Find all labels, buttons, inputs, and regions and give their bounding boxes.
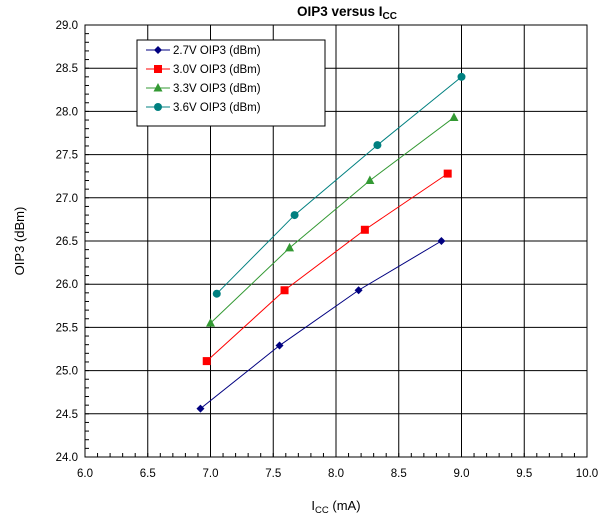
y-tick-label: 24.0: [56, 452, 78, 464]
legend-box: [136, 39, 326, 127]
x-tick-label: 8.0: [328, 468, 344, 480]
y-tick-label: 24.5: [56, 409, 78, 421]
x-axis-ticks: 6.0 6.5 7.0 7.5 8.0 8.5 9.0 9.5 10.0: [77, 468, 598, 480]
data-point: [373, 141, 382, 150]
legend-item: 3.0V OIP3 (dBm): [146, 64, 261, 76]
chart-title-main: OIP3 versus I: [297, 4, 383, 19]
x-tick-label: 10.0: [576, 468, 598, 480]
data-point: [206, 318, 215, 327]
legend-swatch-marker: [154, 65, 162, 73]
data-point: [275, 341, 284, 350]
legend-swatch-marker: [154, 46, 162, 54]
x-tick-label: 8.5: [391, 468, 407, 480]
chart-title: OIP3 versus ICC: [297, 4, 397, 22]
legend-label: 3.6V OIP3 (dBm): [173, 102, 261, 114]
x-axis-label-subscript: CC: [315, 505, 329, 516]
data-point: [457, 72, 466, 81]
data-point: [290, 211, 299, 220]
y-tick-label: 29.0: [56, 20, 78, 32]
legend-item: 2.7V OIP3 (dBm): [146, 45, 261, 57]
legend-item: 3.3V OIP3 (dBm): [146, 83, 261, 95]
legend-item: 3.6V OIP3 (dBm): [146, 102, 261, 114]
legend-label: 3.0V OIP3 (dBm): [173, 64, 261, 76]
data-point: [437, 237, 446, 245]
series-2: [202, 169, 452, 366]
series-layer: [196, 72, 466, 413]
y-tick-label: 28.5: [56, 63, 78, 75]
series-3: [206, 112, 459, 327]
x-tick-label: 6.5: [140, 468, 156, 480]
legend-swatch-marker: [154, 103, 162, 111]
x-axis-label-main: I: [311, 498, 315, 513]
data-point: [360, 225, 369, 234]
y-tick-label: 25.5: [56, 322, 78, 334]
x-tick-label: 9.0: [454, 468, 470, 480]
series-line: [200, 240, 442, 410]
chart-title-subscript: CC: [383, 11, 397, 22]
y-tick-label: 28.0: [56, 106, 78, 118]
data-point: [365, 175, 375, 185]
y-axis-ticks: 24.0 24.5 25.0 25.5 26.0 26.5 27.0 27.5 28.0 28.5…: [56, 20, 78, 464]
data-point: [449, 112, 459, 121]
series-line: [210, 117, 455, 324]
y-axis-label: OIP3 (dBm): [12, 207, 27, 276]
y-tick-label: 27.5: [56, 150, 78, 162]
x-axis-label-unit: (mA): [329, 498, 361, 513]
data-point: [280, 286, 289, 295]
x-tick-label: 7.0: [203, 468, 219, 480]
series-1: [196, 237, 446, 413]
legend-label: 3.3V OIP3 (dBm): [173, 83, 261, 95]
legend-swatch-marker: [153, 83, 163, 92]
legend: 2.7V OIP3 (dBm) 3.0V OIP3 (dBm) 3.3V OIP3 …: [136, 39, 326, 127]
data-point: [443, 169, 452, 178]
y-tick-label: 26.0: [56, 279, 78, 291]
x-axis-label: ICC (mA): [311, 498, 360, 516]
y-tick-label: 27.0: [56, 193, 78, 205]
data-point: [285, 242, 295, 252]
data-point: [354, 286, 363, 295]
series-line: [216, 76, 462, 295]
x-tick-label: 6.0: [77, 468, 93, 480]
x-tick-label: 9.5: [516, 468, 532, 480]
data-point: [212, 289, 221, 298]
plot-frame: [84, 24, 588, 458]
y-tick-label: 26.5: [56, 236, 78, 248]
y-tick-label: 25.0: [56, 366, 78, 378]
series-line: [206, 173, 448, 362]
data-point: [202, 357, 211, 366]
series-4: [212, 72, 466, 298]
legend-label: 2.7V OIP3 (dBm): [173, 45, 261, 57]
x-tick-label: 7.5: [265, 468, 281, 480]
data-point: [196, 404, 205, 413]
